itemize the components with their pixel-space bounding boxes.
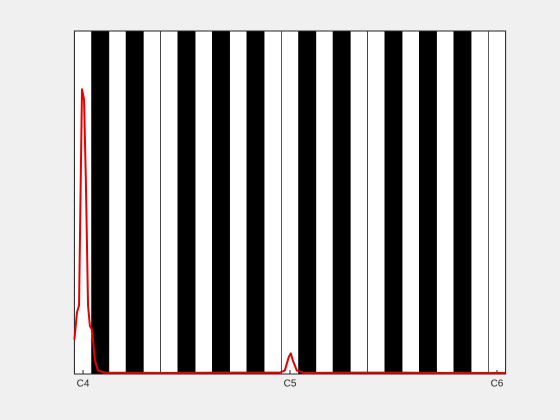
black-key bbox=[332, 30, 351, 375]
black-key bbox=[177, 30, 196, 375]
white-key bbox=[194, 30, 213, 375]
white-key bbox=[470, 30, 489, 375]
x-tick-label: C4 bbox=[77, 379, 90, 390]
black-key bbox=[298, 30, 317, 375]
black-key bbox=[91, 30, 110, 375]
black-key bbox=[246, 30, 265, 375]
white-key bbox=[263, 30, 282, 375]
white-key bbox=[367, 30, 386, 375]
black-key bbox=[384, 30, 403, 375]
black-key bbox=[419, 30, 437, 375]
spectrum-line bbox=[73, 88, 506, 374]
white-key bbox=[108, 30, 127, 375]
white-key bbox=[315, 30, 334, 375]
white-key bbox=[401, 30, 420, 375]
black-key bbox=[453, 30, 472, 375]
white-key bbox=[436, 30, 455, 375]
x-tick-label: C6 bbox=[491, 379, 504, 390]
white-key bbox=[281, 30, 299, 375]
white-key bbox=[488, 30, 506, 375]
white-key bbox=[143, 30, 161, 375]
white-key bbox=[160, 30, 179, 375]
black-key bbox=[125, 30, 144, 375]
x-tick-label: C5 bbox=[284, 379, 297, 390]
black-key bbox=[212, 30, 230, 375]
white-key bbox=[229, 30, 248, 375]
white-key bbox=[350, 30, 368, 375]
